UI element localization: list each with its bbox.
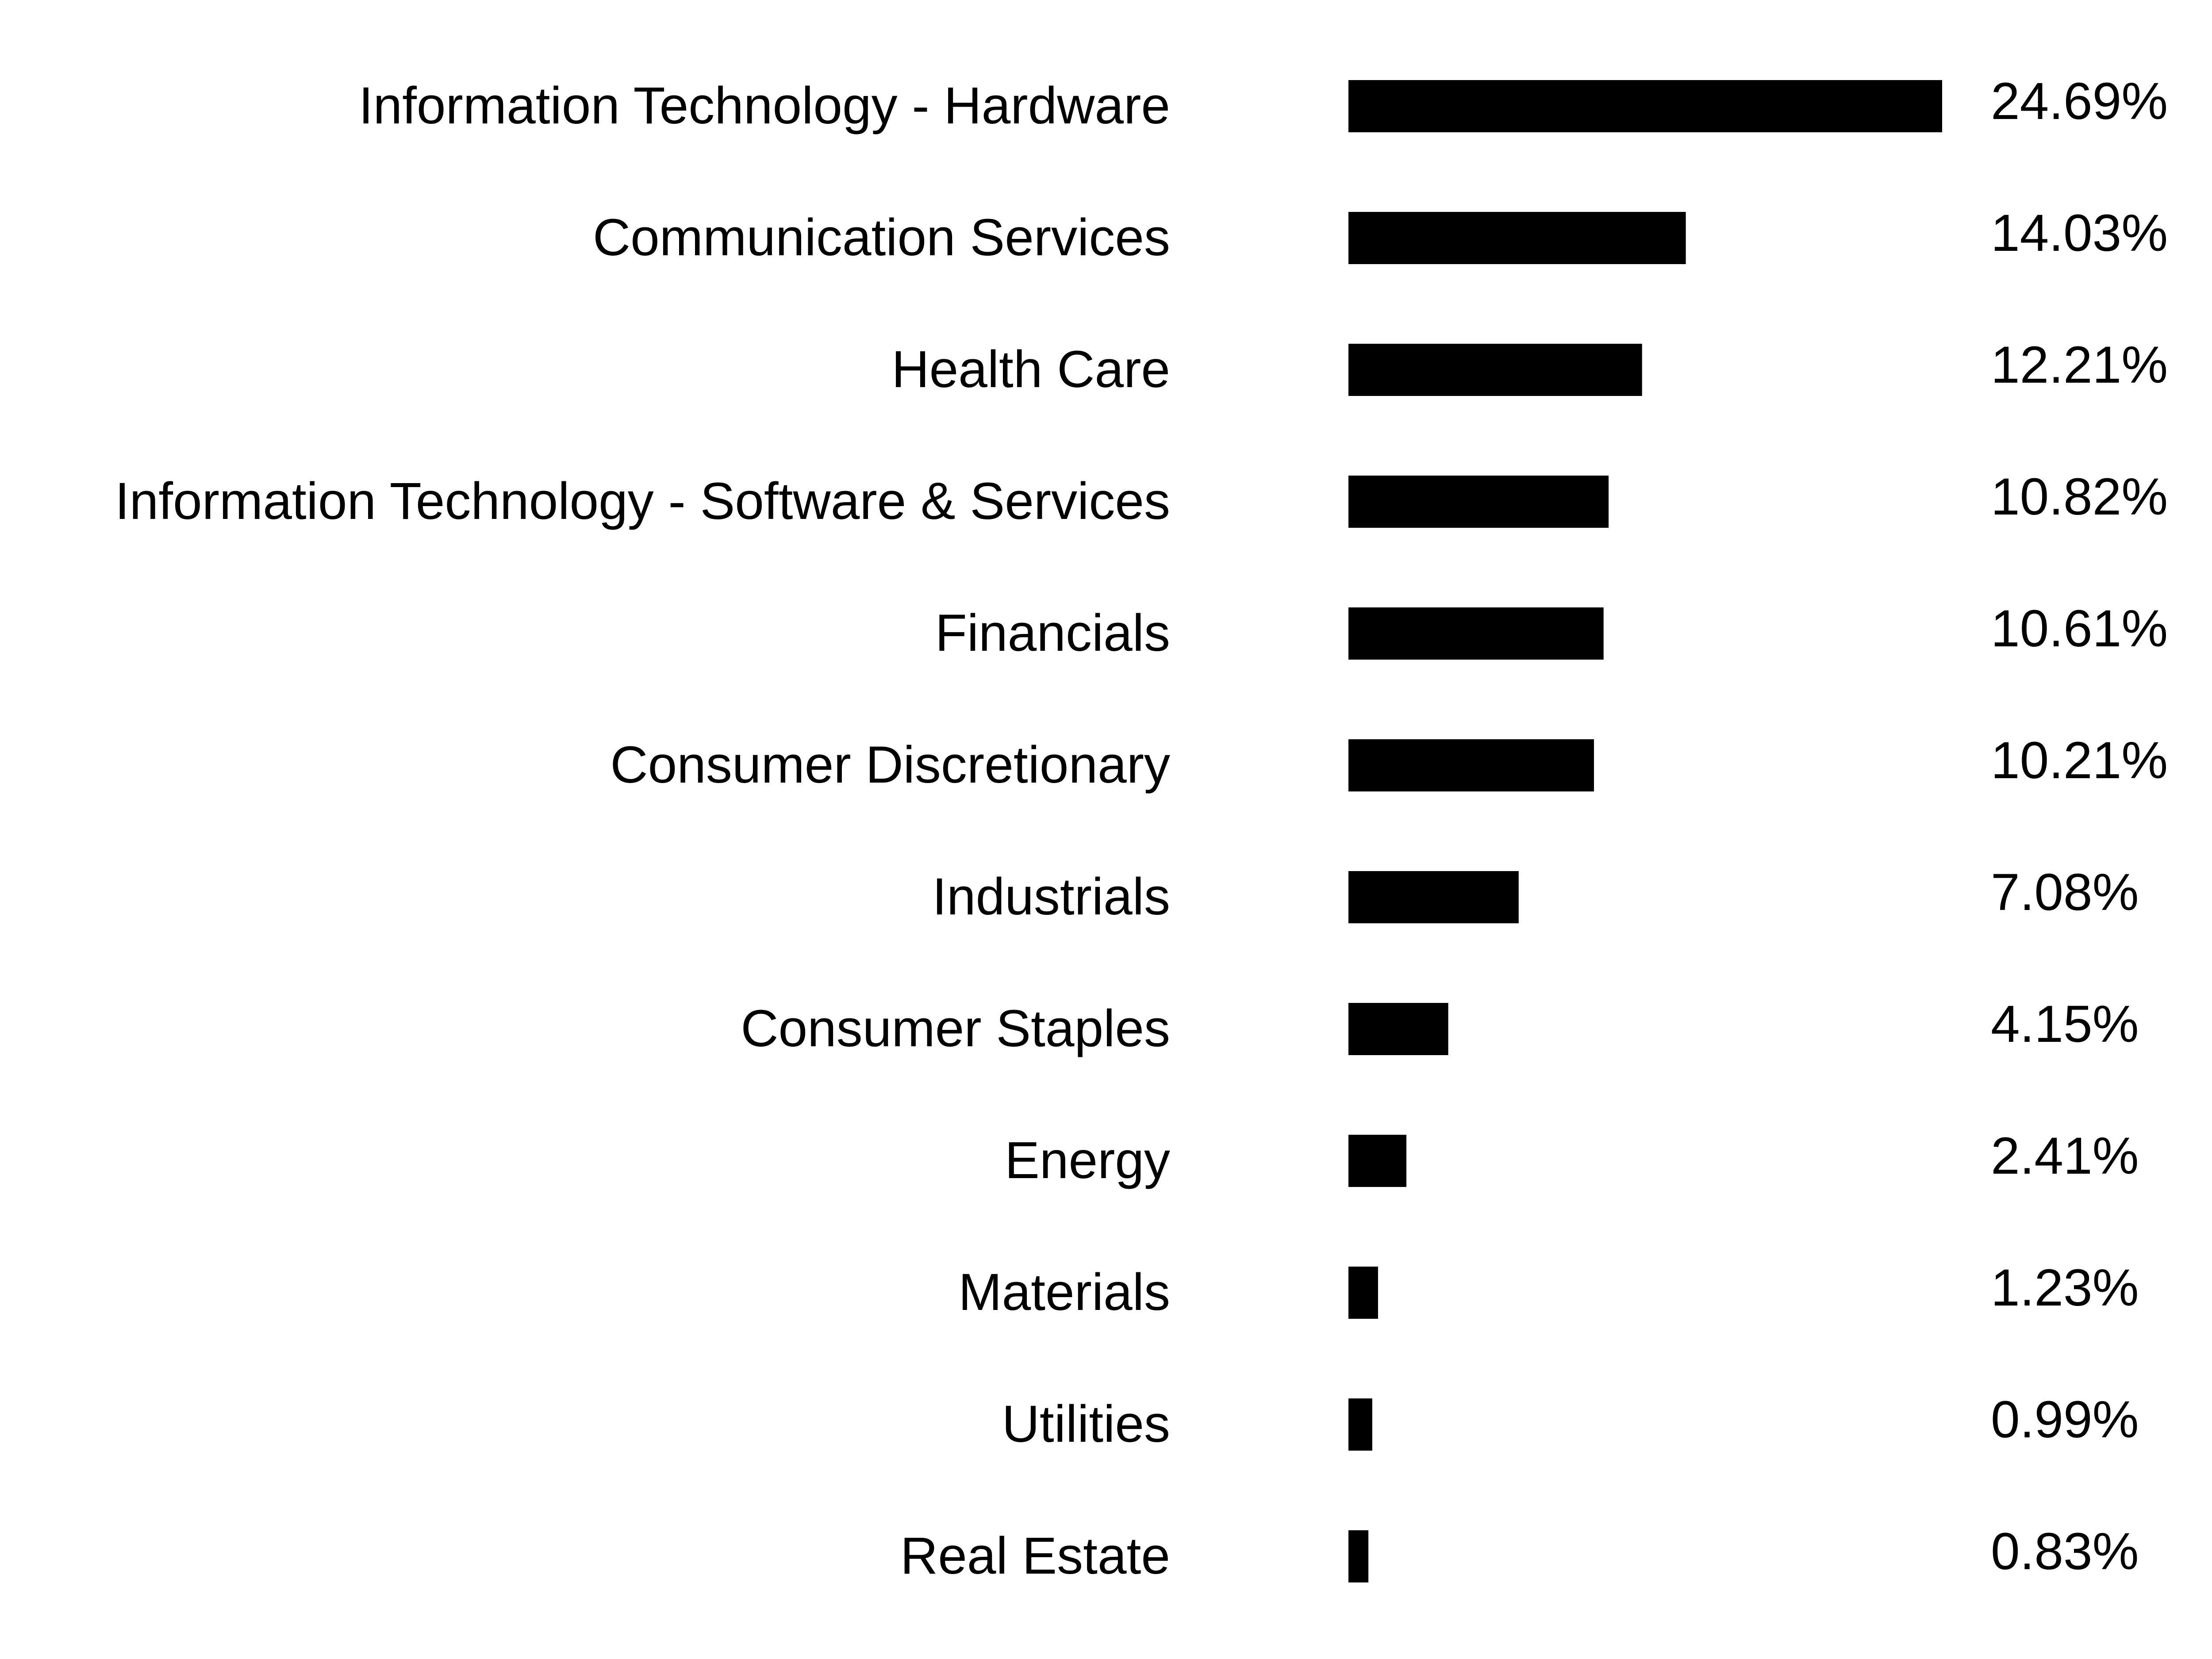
value-label: 10.21% (1991, 731, 2168, 790)
bar-row: Health Care 12.21% (891, 336, 2168, 399)
bar (1348, 607, 1604, 660)
value-label: 4.15% (1991, 995, 2139, 1053)
bar-row: Consumer Staples 4.15% (741, 995, 2139, 1058)
bar-row: Consumer Discretionary 10.21% (610, 731, 2168, 794)
bar (1348, 1398, 1372, 1451)
category-label: Consumer Staples (741, 999, 1170, 1058)
value-label: 24.69% (1991, 72, 2168, 131)
bar (1348, 1135, 1406, 1187)
category-label: Financials (935, 604, 1170, 662)
bar-row: Information Technology - Software & Serv… (115, 468, 2168, 530)
value-label: 10.82% (1991, 468, 2168, 526)
bar-row: Utilities 0.99% (1002, 1390, 2139, 1453)
bar (1348, 871, 1519, 923)
category-label: Energy (1005, 1131, 1170, 1190)
bar (1348, 80, 1942, 132)
bar-row: Financials 10.61% (935, 599, 2168, 662)
bar (1348, 1530, 1369, 1582)
bar (1348, 344, 1642, 396)
bar-row: Communication Services 14.03% (593, 204, 2168, 267)
value-label: 12.21% (1991, 336, 2168, 394)
bar (1348, 1267, 1378, 1319)
bar (1348, 476, 1609, 528)
value-label: 10.61% (1991, 599, 2168, 658)
category-label: Information Technology - Software & Serv… (115, 472, 1170, 530)
bar-row: Information Technology - Hardware 24.69% (359, 72, 2168, 135)
category-label: Industrials (932, 868, 1170, 926)
bar-row: Energy 2.41% (1005, 1127, 2139, 1190)
category-label: Information Technology - Hardware (359, 77, 1170, 135)
value-label: 0.83% (1991, 1522, 2139, 1581)
bar (1348, 1003, 1448, 1055)
category-label: Materials (958, 1263, 1170, 1321)
bar-row: Materials 1.23% (958, 1259, 2139, 1321)
category-label: Utilities (1002, 1395, 1170, 1453)
value-label: 2.41% (1991, 1127, 2139, 1185)
category-label: Real Estate (900, 1527, 1170, 1585)
value-label: 0.99% (1991, 1390, 2139, 1449)
value-label: 1.23% (1991, 1259, 2139, 1317)
category-label: Consumer Discretionary (610, 736, 1170, 794)
category-label: Communication Services (593, 208, 1170, 267)
bar-row: Real Estate 0.83% (900, 1522, 2139, 1585)
value-label: 14.03% (1991, 204, 2168, 262)
category-label: Health Care (891, 340, 1170, 399)
bar-row: Industrials 7.08% (932, 863, 2139, 926)
bar (1348, 739, 1594, 791)
value-label: 7.08% (1991, 863, 2139, 922)
bar (1348, 212, 1686, 264)
